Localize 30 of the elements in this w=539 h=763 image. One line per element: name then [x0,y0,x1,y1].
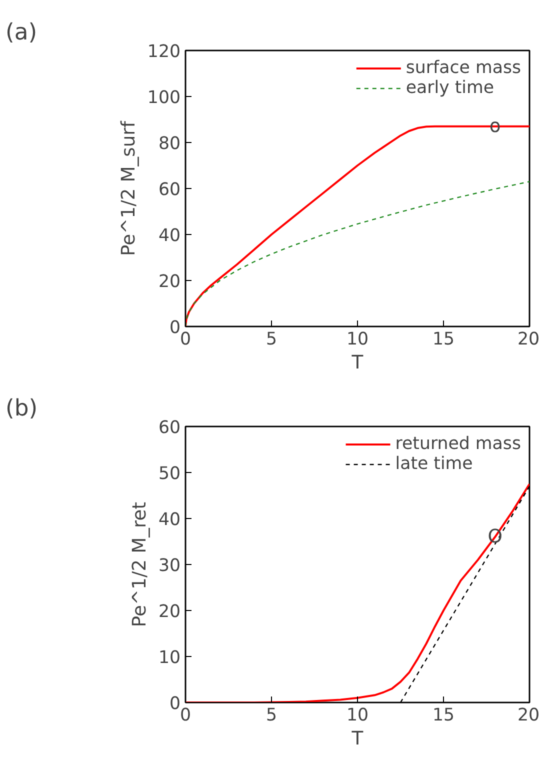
x-tick-label: 20 [517,330,539,350]
y-tick-label: 60 [158,418,181,438]
y-tick-label: 40 [158,226,181,246]
x-tick-label: 5 [266,330,278,350]
x-tick-label: 15 [432,706,455,726]
y-tick-label: 30 [158,556,181,576]
legend-label: surface mass [406,58,521,78]
x-tick-label: 20 [517,706,539,726]
y-tick-label: 50 [158,464,181,484]
legend-label: late time [395,454,473,474]
y-tick-label: 120 [147,42,181,62]
y-tick-label: 10 [158,648,181,668]
legend-label: returned mass [395,434,521,454]
x-tick-label: 10 [346,706,369,726]
y-tick-label: 40 [158,510,181,530]
chart-title: (a) [6,20,38,46]
x-axis-title: T [350,728,364,750]
x-tick-label: 5 [266,706,278,726]
x-tick-label: 10 [346,330,369,350]
y-tick-label: 100 [147,88,181,108]
y-axis-title: Pe^1/2 M_surf [118,120,140,256]
y-tick-label: 80 [158,134,181,154]
y-axis-title: Pe^1/2 M_ret [129,502,150,628]
y-tick-label: 20 [158,272,181,292]
x-axis-title: T [350,352,364,374]
x-tick-label: 15 [432,330,455,350]
y-tick-label: 20 [158,602,181,622]
y-tick-label: 60 [158,180,181,200]
chart-title: (b) [6,396,38,422]
legend-label: early time [406,78,494,98]
